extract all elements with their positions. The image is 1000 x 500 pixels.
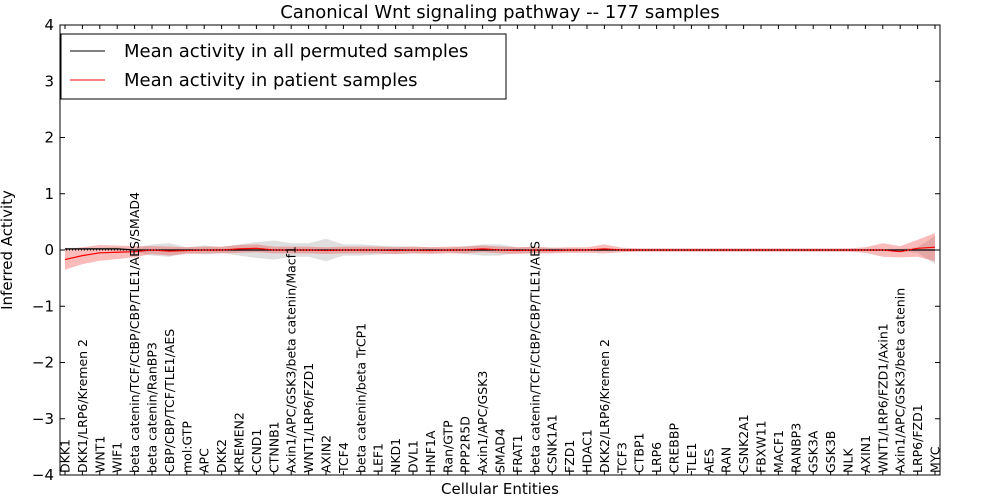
series-band-1 bbox=[65, 233, 935, 270]
y-tick-label: −3 bbox=[32, 410, 54, 428]
x-category-label: FBXW11 bbox=[754, 420, 769, 473]
x-category-label: Axin1/APC/GSK3 bbox=[475, 371, 490, 473]
x-category-label: MACF1 bbox=[771, 430, 786, 473]
x-category-label: AXIN2 bbox=[319, 435, 334, 473]
y-tick-label: −2 bbox=[32, 354, 54, 372]
x-category-label: AXIN1 bbox=[858, 435, 873, 473]
x-category-label: WNT1 bbox=[92, 436, 107, 473]
y-axis-label: Inferred Activity bbox=[0, 190, 16, 310]
x-category-label: FZD1 bbox=[562, 440, 577, 473]
x-category-label: CCND1 bbox=[249, 429, 264, 473]
chart-title: Canonical Wnt signaling pathway -- 177 s… bbox=[280, 2, 720, 23]
x-category-label: DKK2 bbox=[214, 439, 229, 473]
y-tick-label: −1 bbox=[32, 297, 54, 315]
x-category-label: WNT1/LRP6/FZD1 bbox=[301, 363, 316, 473]
x-category-label: RANBP3 bbox=[788, 423, 803, 473]
legend-label-patient: Mean activity in patient samples bbox=[124, 70, 418, 91]
x-category-label: TCF3 bbox=[614, 442, 629, 474]
y-tick-label: 4 bbox=[44, 16, 54, 34]
x-category-label: GSK3A bbox=[806, 430, 821, 473]
legend: Mean activity in all permuted samples Me… bbox=[60, 33, 507, 100]
x-category-label: Axin1/APC/GSK3/beta catenin bbox=[893, 288, 908, 473]
x-category-label: WNT1/LRP6/FZD1/Axin1 bbox=[875, 323, 890, 473]
legend-label-permuted: Mean activity in all permuted samples bbox=[124, 41, 468, 62]
x-category-label: NKD1 bbox=[388, 438, 403, 473]
x-category-label: TCF4 bbox=[336, 442, 351, 474]
x-category-label: MYC bbox=[928, 446, 943, 473]
y-tick-label: 3 bbox=[44, 72, 54, 90]
x-category-label: RAN bbox=[719, 447, 734, 473]
x-category-label: mol:GTP bbox=[179, 421, 194, 473]
x-category-label: GSK3B bbox=[823, 431, 838, 473]
x-category-label: beta catenin/TCF/CtBP/CBP/TLE1/AES/SMAD4 bbox=[127, 192, 142, 473]
x-category-label: LRP6/FZD1 bbox=[910, 404, 925, 473]
x-category-label: AES bbox=[701, 449, 716, 473]
y-tick-label: 0 bbox=[44, 241, 54, 259]
x-category-label: DKK1 bbox=[58, 439, 73, 473]
y-tick-label: −4 bbox=[32, 466, 54, 484]
x-category-label: WIF1 bbox=[110, 442, 125, 473]
x-category-label: KREMEN2 bbox=[232, 412, 247, 473]
y-tick-label: 1 bbox=[44, 185, 54, 203]
x-category-label: Ran/GTP bbox=[440, 420, 455, 473]
x-category-label: NLK bbox=[841, 448, 856, 473]
x-category-label: HDAC1 bbox=[580, 429, 595, 473]
x-category-label: DKK2/LRP6/Kremen 2 bbox=[597, 339, 612, 473]
x-category-label: HNF1A bbox=[423, 430, 438, 473]
x-category-label: LEF1 bbox=[371, 443, 386, 473]
x-category-label: Axin1/APC/GSK3/beta catenin/Macf1 bbox=[284, 246, 299, 473]
x-category-label: beta catenin/beta TrCP1 bbox=[353, 323, 368, 473]
x-category-label: FRAT1 bbox=[510, 434, 525, 473]
x-category-label: CSNK1A1 bbox=[545, 414, 560, 473]
x-category-label: CTNNB1 bbox=[266, 421, 281, 473]
x-category-label: DKK1/LRP6/Kremen 2 bbox=[75, 339, 90, 473]
x-category-label: TLE1 bbox=[684, 443, 699, 474]
x-category-label: CBP/CBP/TCF/TLE1/AES bbox=[162, 329, 177, 473]
x-category-label: CSNK2A1 bbox=[736, 414, 751, 473]
x-category-label: CREBBP bbox=[667, 423, 682, 473]
x-category-label: DVL1 bbox=[406, 440, 421, 473]
x-category-label: APC bbox=[197, 448, 212, 473]
plot-frame bbox=[59, 24, 941, 476]
x-category-label: PPP2R5D bbox=[458, 416, 473, 473]
legend-box bbox=[60, 33, 507, 100]
x-axis-label: Cellular Entities bbox=[441, 480, 559, 498]
x-category-label: beta catenin/TCF/CtBP/CBP/TLE1/AES bbox=[527, 241, 542, 473]
x-category-label: LRP6 bbox=[649, 442, 664, 473]
x-category-label: SMAD4 bbox=[493, 428, 508, 473]
x-category-label: CTBP1 bbox=[632, 433, 647, 473]
x-category-label: beta catenin/RanBP3 bbox=[145, 342, 160, 473]
y-tick-label: 2 bbox=[44, 129, 54, 147]
